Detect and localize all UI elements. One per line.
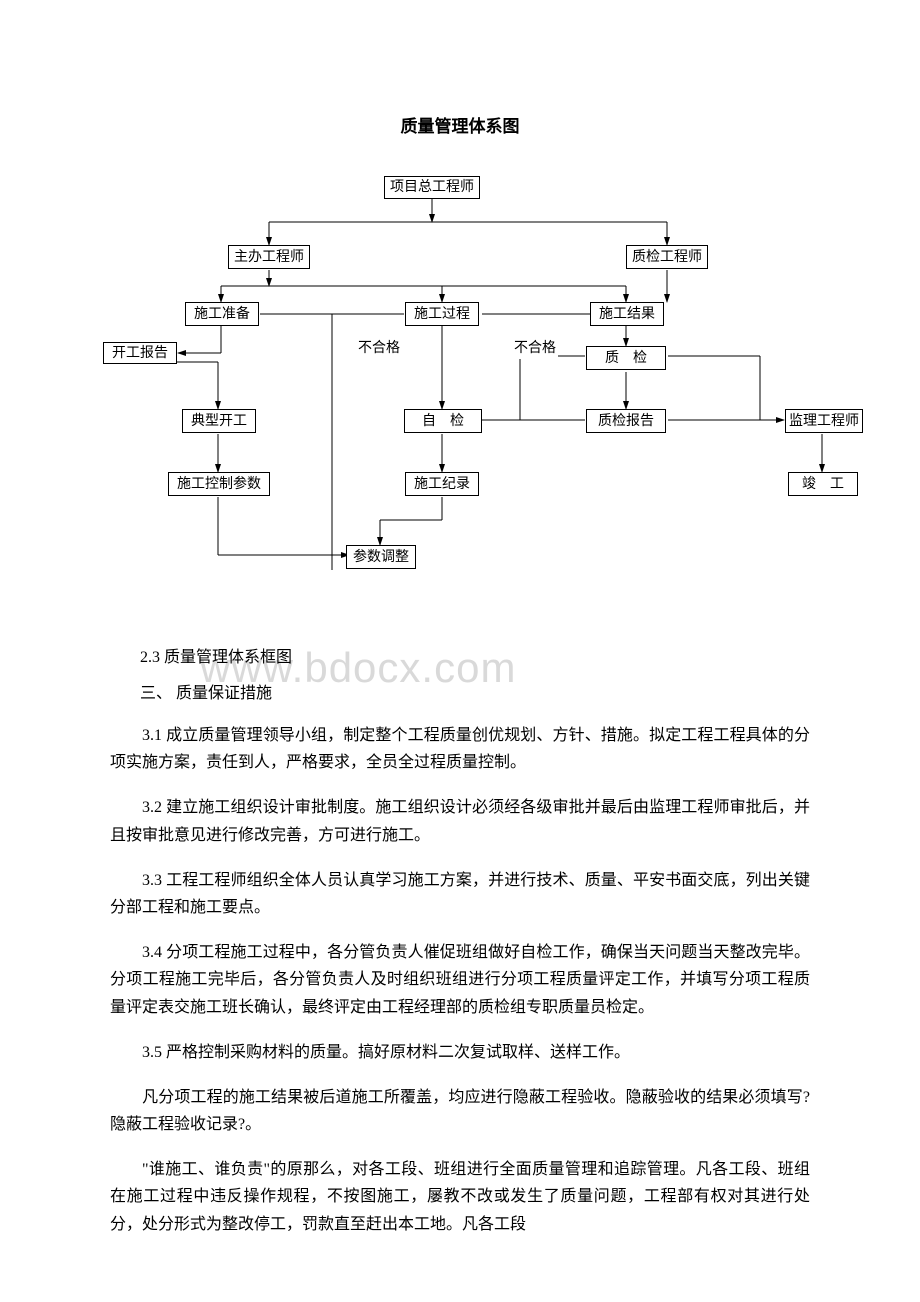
node-selfcheck: 自 检 <box>404 409 482 433</box>
node-qc-report: 质检报告 <box>586 409 666 433</box>
para-3-4-text: 3.4 分项工程施工过程中，各分管负责人催促班组做好自检工作，确保当天问题当天整… <box>110 944 810 1015</box>
para-3-2: 3.2 建立施工组织设计审批制度。施工组织设计必须经各级审批并最后由监理工程师审… <box>110 794 810 848</box>
section-3-title: 三、 质量保证措施 <box>110 682 810 706</box>
node-qc: 质 检 <box>586 346 666 370</box>
para-3-4: 3.4 分项工程施工过程中，各分管负责人催促班组做好自检工作，确保当天问题当天整… <box>110 939 810 1021</box>
node-complete: 竣 工 <box>788 472 858 496</box>
edge-label-fail2: 不合格 <box>512 338 558 359</box>
node-result: 施工结果 <box>590 302 664 326</box>
diagram-container: 质量管理体系图 <box>0 0 920 590</box>
node-adjust: 参数调整 <box>346 545 416 569</box>
para-3-1: 3.1 成立质量管理领导小组，制定整个工程质量创优规划、方针、措施。拟定工程工程… <box>110 722 810 776</box>
para-3-7: "谁施工、谁负责"的原那么，对各工段、班组进行全面质量管理和追踪管理。凡各工段、… <box>110 1156 810 1238</box>
para-3-6: 凡分项工程的施工结果被后道施工所覆盖，均应进行隐蔽工程验收。隐蔽验收的结果必须填… <box>110 1084 810 1138</box>
caption-2-3: 2.3 质量管理体系框图 <box>110 646 810 670</box>
node-prep: 施工准备 <box>185 302 259 326</box>
node-record: 施工纪录 <box>405 472 479 496</box>
node-chief: 主办工程师 <box>228 245 310 269</box>
para-3-6-text: 凡分项工程的施工结果被后道施工所覆盖，均应进行隐蔽工程验收。隐蔽验收的结果必须填… <box>110 1089 810 1133</box>
diagram-connectors <box>0 0 920 590</box>
node-top: 项目总工程师 <box>384 176 480 199</box>
edge-label-fail1: 不合格 <box>356 338 402 359</box>
para-3-7-text: "谁施工、谁负责"的原那么，对各工段、班组进行全面质量管理和追踪管理。凡各工段、… <box>110 1161 810 1232</box>
para-3-3-text: 3.3 工程工程师组织全体人员认真学习施工方案，并进行技术、质量、平安书面交底，… <box>110 872 810 916</box>
para-3-3: 3.3 工程工程师组织全体人员认真学习施工方案，并进行技术、质量、平安书面交底，… <box>110 867 810 921</box>
node-typical: 典型开工 <box>182 409 256 433</box>
node-qc-eng: 质检工程师 <box>626 245 708 269</box>
node-supervisor: 监理工程师 <box>785 409 863 433</box>
body-text: 2.3 质量管理体系框图 三、 质量保证措施 3.1 成立质量管理领导小组，制定… <box>0 646 920 1238</box>
node-process: 施工过程 <box>405 302 479 326</box>
node-params: 施工控制参数 <box>168 472 270 496</box>
para-3-2-text: 3.2 建立施工组织设计审批制度。施工组织设计必须经各级审批并最后由监理工程师审… <box>110 799 810 843</box>
para-3-5: 3.5 严格控制采购材料的质量。搞好原材料二次复试取样、送样工作。 <box>110 1039 810 1066</box>
para-3-1-text: 3.1 成立质量管理领导小组，制定整个工程质量创优规划、方针、措施。拟定工程工程… <box>110 727 810 771</box>
node-report: 开工报告 <box>103 342 177 364</box>
para-3-5-text: 3.5 严格控制采购材料的质量。搞好原材料二次复试取样、送样工作。 <box>142 1044 630 1061</box>
